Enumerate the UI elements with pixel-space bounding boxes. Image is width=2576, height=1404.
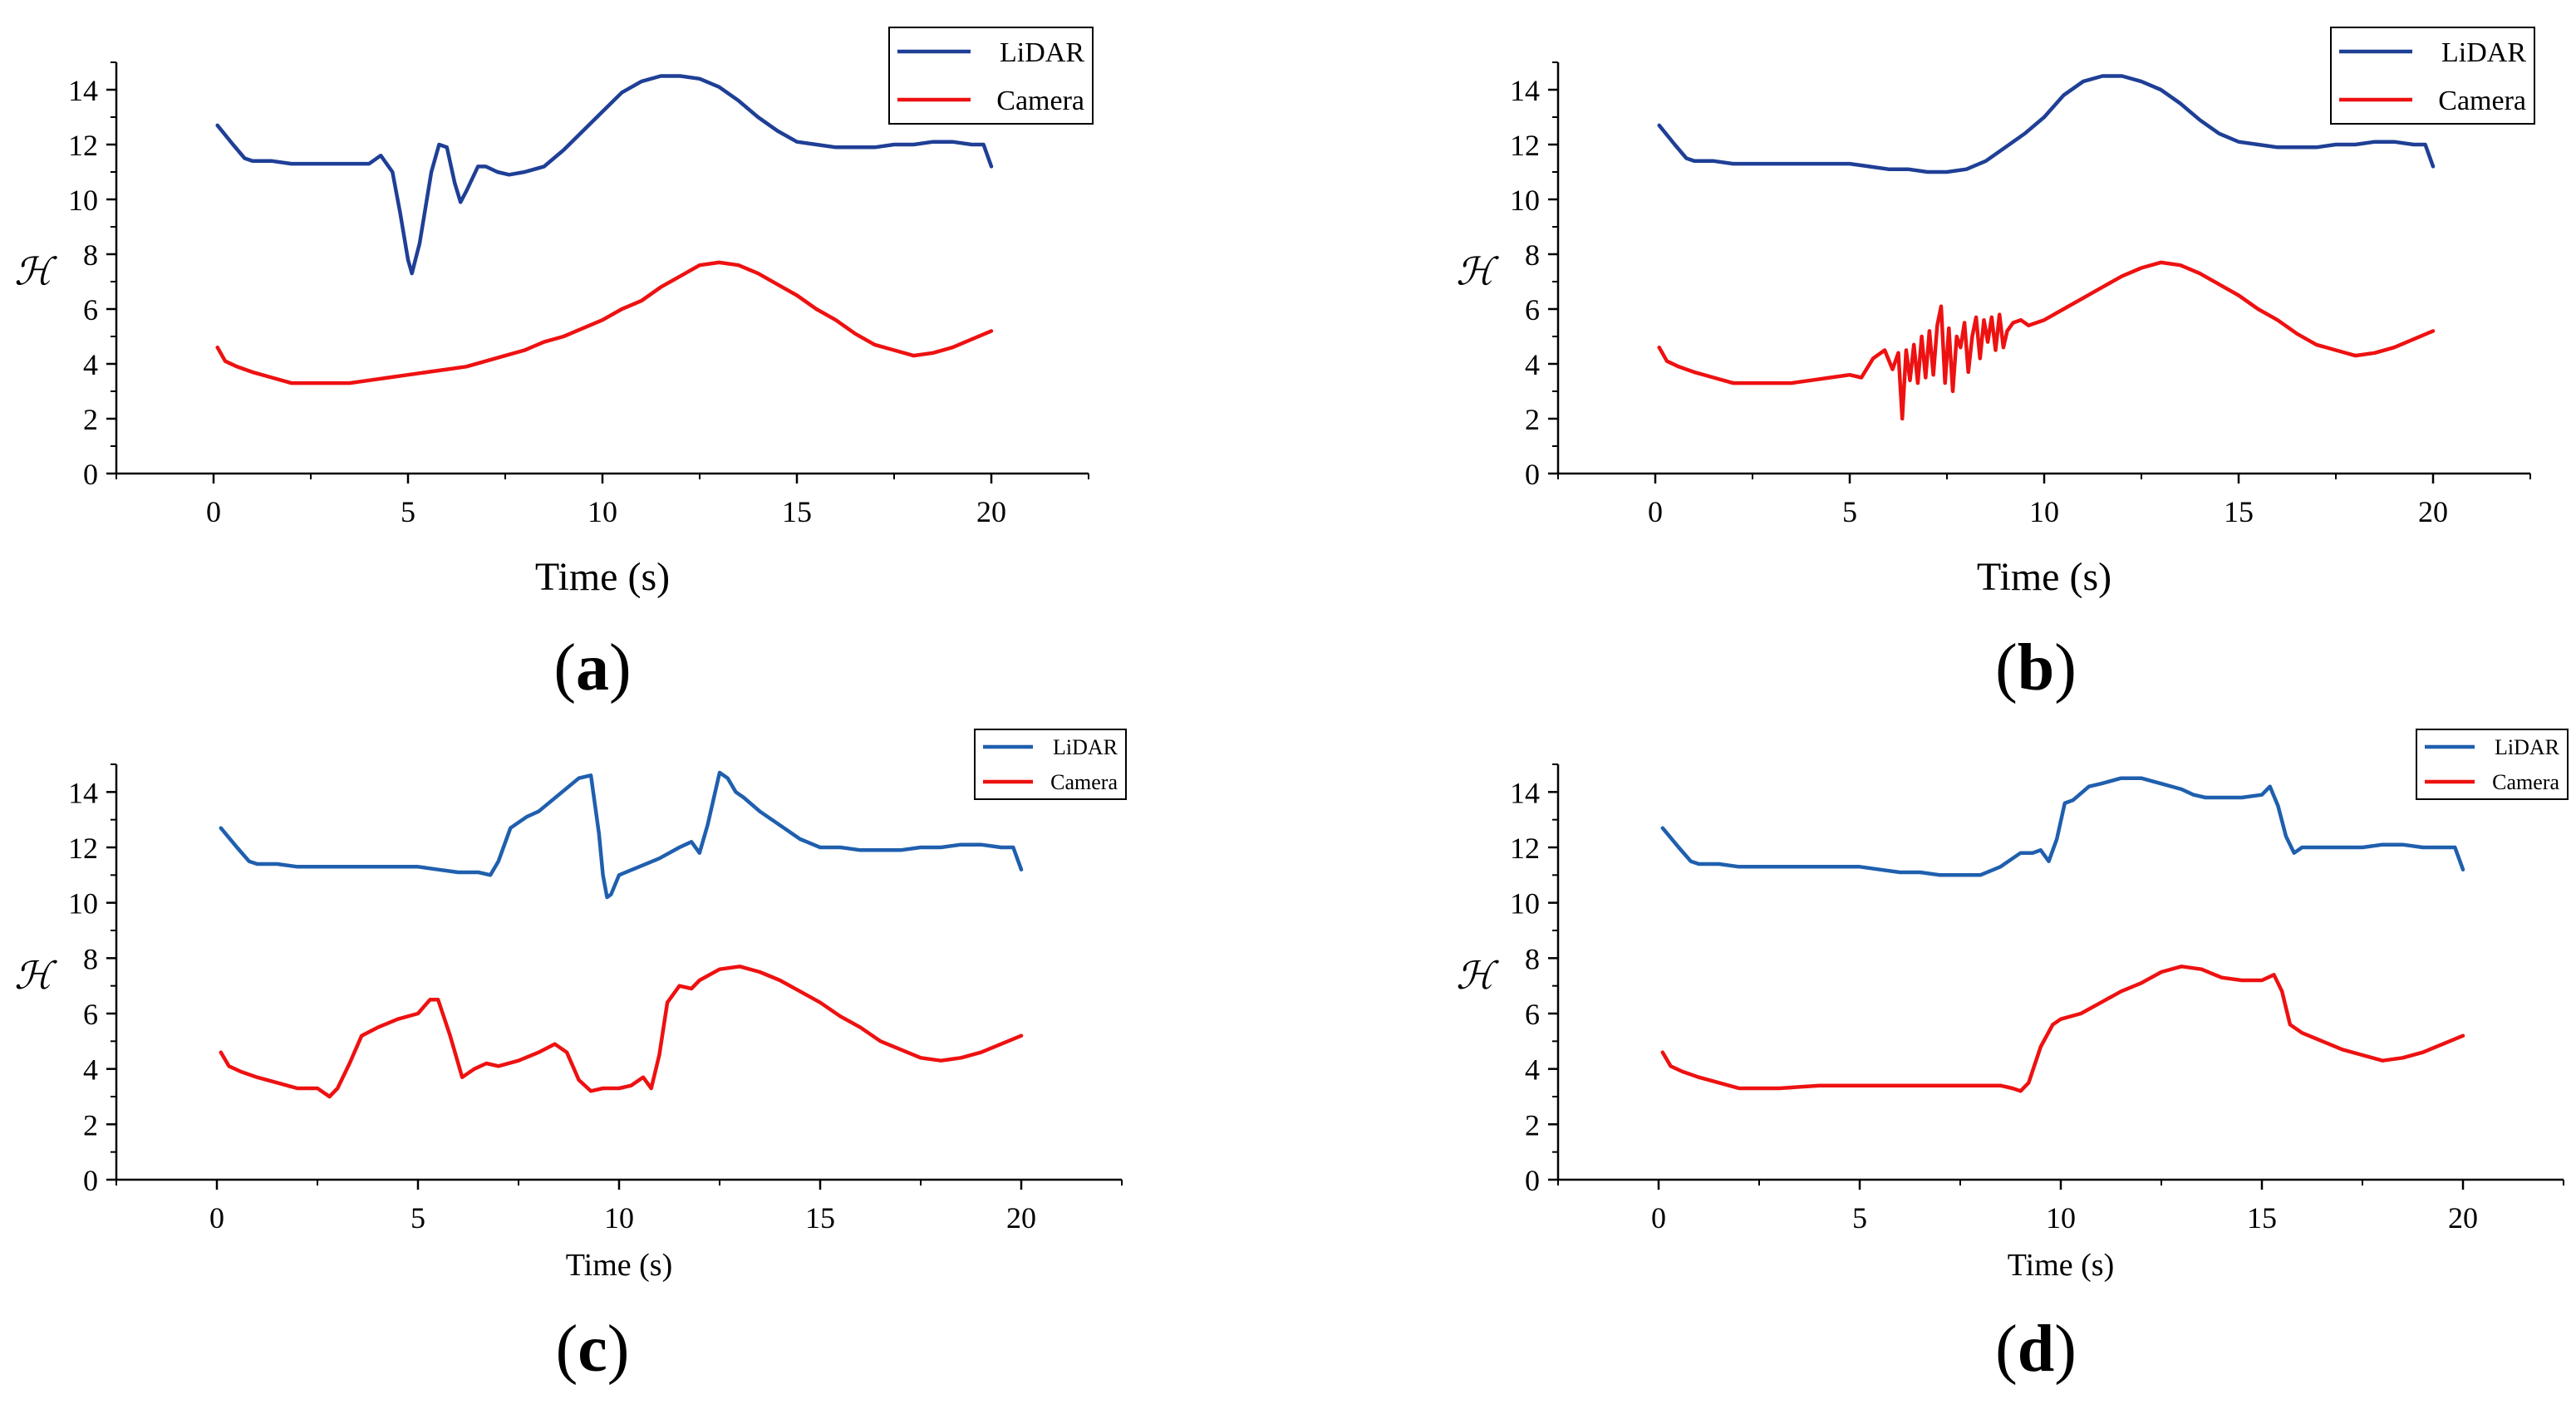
y-tick-label: 0 <box>1525 1164 1540 1197</box>
x-tick-label: 5 <box>1842 495 1857 528</box>
chart-panel-b: 0 2 4 6 8 10 12 14 0 5 10 15 20 Time (s) ℋ LiDAR Camera <box>1456 27 2535 599</box>
legend-label-lidar: LiDAR <box>2441 37 2526 68</box>
y-tick-label: 6 <box>83 998 98 1031</box>
series-line-camera <box>219 965 1024 1099</box>
x-tick-label: 15 <box>782 495 812 528</box>
y-tick-label: 0 <box>83 1164 98 1197</box>
chart-panel-d: 0 2 4 6 8 10 12 14 0 5 10 15 20 Time (s) ℋ LiDAR Camera <box>1456 729 2569 1283</box>
y-axis-label: ℋ <box>14 251 57 293</box>
y-axis-label: ℋ <box>14 955 57 997</box>
legend-label-lidar: LiDAR <box>1000 37 1084 68</box>
y-axis-label: ℋ <box>1456 955 1499 997</box>
y-tick-label: 2 <box>83 403 98 436</box>
y-tick-label: 14 <box>1510 74 1540 107</box>
series-line-camera <box>1660 965 2465 1093</box>
y-tick-label: 12 <box>68 129 98 162</box>
y-tick-label: 14 <box>68 776 98 809</box>
x-tick-label: 5 <box>410 1201 425 1235</box>
y-tick-label: 2 <box>83 1108 98 1141</box>
y-tick-label: 8 <box>83 942 98 975</box>
x-tick-label: 0 <box>206 495 221 528</box>
y-tick-label: 0 <box>1525 458 1540 491</box>
y-tick-label: 14 <box>1510 776 1540 809</box>
legend-label-lidar: LiDAR <box>1053 735 1118 759</box>
legend-box <box>2330 27 2535 125</box>
y-tick-label: 6 <box>1525 293 1540 326</box>
y-tick-label: 8 <box>1525 942 1540 975</box>
y-tick-label: 10 <box>68 887 98 920</box>
x-axis-label: Time (s) <box>535 555 670 599</box>
y-tick-label: 0 <box>83 458 98 491</box>
y-tick-label: 12 <box>1510 129 1540 162</box>
panel-caption-b: (b) <box>1995 631 2077 704</box>
y-tick-label: 6 <box>83 293 98 326</box>
y-tick-label: 4 <box>83 1053 98 1087</box>
y-tick-label: 6 <box>1525 998 1540 1031</box>
y-tick-label: 8 <box>83 238 98 272</box>
y-tick-label: 4 <box>1525 1053 1540 1087</box>
series-line-camera <box>1657 260 2436 421</box>
legend-box <box>2416 729 2569 800</box>
y-tick-label: 4 <box>1525 348 1540 381</box>
x-tick-label: 20 <box>976 495 1006 528</box>
x-axis-label: Time (s) <box>566 1248 672 1283</box>
y-tick-label: 8 <box>1525 238 1540 272</box>
x-tick-label: 10 <box>2046 1201 2076 1235</box>
legend-label-camera: Camera <box>1050 770 1118 794</box>
series-line-lidar <box>215 74 994 276</box>
y-tick-label: 10 <box>1510 887 1540 920</box>
legend: LiDAR Camera <box>2416 729 2569 800</box>
x-tick-label: 0 <box>1651 1201 1666 1235</box>
y-tick-label: 10 <box>1510 184 1540 217</box>
series-line-lidar <box>1657 74 2436 174</box>
legend: LiDAR Camera <box>974 729 1127 800</box>
legend-label-lidar: LiDAR <box>2495 735 2560 759</box>
y-tick-label: 2 <box>1525 1108 1540 1141</box>
x-tick-label: 15 <box>2224 495 2254 528</box>
x-tick-label: 20 <box>1006 1201 1036 1235</box>
x-tick-label: 10 <box>587 495 617 528</box>
y-tick-label: 12 <box>68 832 98 865</box>
y-tick-label: 14 <box>68 74 98 107</box>
x-axis-label: Time (s) <box>1977 555 2111 599</box>
panel-caption-c: (c) <box>556 1313 630 1386</box>
chart-panel-a: 0 2 4 6 8 10 12 14 0 5 10 15 20 Time (s) ℋ LiDAR Camera <box>14 27 1094 599</box>
legend-label-camera: Camera <box>996 86 1084 116</box>
y-tick-label: 4 <box>83 348 98 381</box>
panel-caption-a: (a) <box>553 631 631 704</box>
x-tick-label: 5 <box>1852 1201 1867 1235</box>
x-tick-label: 20 <box>2418 495 2448 528</box>
legend-box <box>888 27 1094 125</box>
x-tick-label: 15 <box>2247 1201 2277 1235</box>
legend-label-camera: Camera <box>2438 86 2526 116</box>
y-tick-label: 10 <box>68 184 98 217</box>
x-tick-label: 10 <box>2029 495 2059 528</box>
x-tick-label: 5 <box>401 495 415 528</box>
series-line-camera <box>215 260 994 385</box>
legend-box <box>974 729 1127 800</box>
panel-caption-d: (d) <box>1995 1313 2077 1386</box>
x-tick-label: 10 <box>604 1201 634 1235</box>
x-tick-label: 0 <box>209 1201 224 1235</box>
legend: LiDAR Camera <box>888 27 1094 125</box>
y-axis-label: ℋ <box>1456 251 1499 293</box>
series-line-lidar <box>1660 776 2465 877</box>
series-line-lidar <box>219 770 1024 900</box>
x-tick-label: 15 <box>805 1201 835 1235</box>
legend: LiDAR Camera <box>2330 27 2535 125</box>
x-axis-label: Time (s) <box>2008 1248 2114 1283</box>
legend-label-camera: Camera <box>2492 770 2559 794</box>
y-tick-label: 12 <box>1510 832 1540 865</box>
y-tick-label: 2 <box>1525 403 1540 436</box>
x-tick-label: 20 <box>2448 1201 2478 1235</box>
x-tick-label: 0 <box>1648 495 1663 528</box>
chart-panel-c: 0 2 4 6 8 10 12 14 0 5 10 15 20 Time (s) ℋ LiDAR Camera <box>14 729 1127 1283</box>
